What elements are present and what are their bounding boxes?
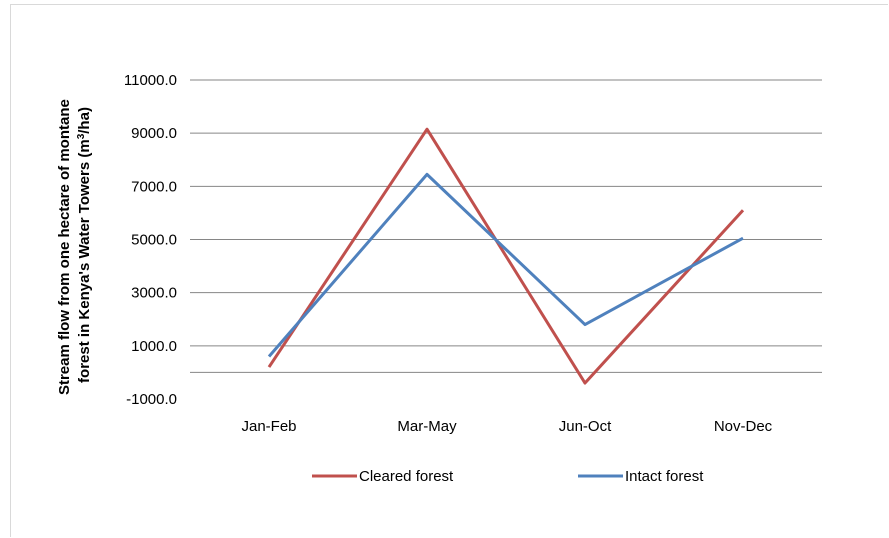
x-tick-label: Jan-Feb xyxy=(241,418,296,435)
y-tick-label: 1000.0 xyxy=(131,338,177,355)
y-axis-label: Stream flow from one hectare of montane … xyxy=(56,95,93,395)
y-axis-label-line1: Stream flow from one hectare of montane xyxy=(56,99,73,395)
y-axis-label-line2: forest in Kenya's Water Towers (m xyxy=(76,139,93,383)
legend: Cleared forest Intact forest xyxy=(312,468,704,485)
y-tick-label: 9000.0 xyxy=(131,125,177,142)
x-tick-label: Jun-Oct xyxy=(559,418,612,435)
y-axis-label-sup: 3 xyxy=(76,133,87,139)
y-tick-label: 7000.0 xyxy=(131,178,177,195)
series-line xyxy=(267,127,745,385)
y-tick-label: -1000.0 xyxy=(126,391,177,408)
series-lines xyxy=(267,127,745,385)
y-tick-label: 11000.0 xyxy=(124,72,177,89)
chart-frame xyxy=(10,4,888,537)
y-tick-label: 3000.0 xyxy=(131,285,177,302)
legend-label: Cleared forest xyxy=(359,468,454,485)
legend-label: Intact forest xyxy=(625,468,704,485)
series-line xyxy=(267,172,744,358)
x-axis-ticks: Jan-Feb Mar-May Jun-Oct Nov-Dec xyxy=(241,418,772,435)
x-tick-label: Mar-May xyxy=(397,418,457,435)
y-axis-label-end: /ha) xyxy=(76,107,93,134)
y-tick-label: 5000.0 xyxy=(131,232,177,249)
y-axis-ticks: -1000.0 1000.0 3000.0 5000.0 7000.0 9000.0 110… xyxy=(124,72,177,408)
x-tick-label: Nov-Dec xyxy=(714,418,773,435)
